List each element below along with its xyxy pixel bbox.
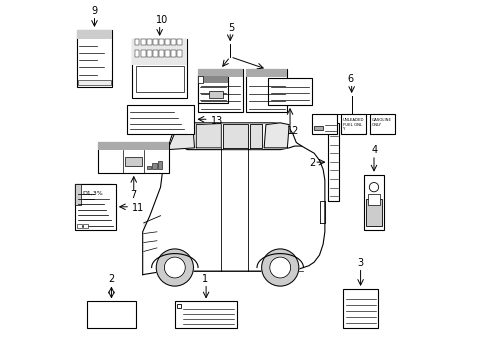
Bar — [367, 194, 380, 205]
Circle shape — [156, 249, 193, 286]
Bar — [132, 39, 187, 98]
Text: 3: 3 — [356, 258, 363, 268]
Bar — [153, 50, 157, 57]
Text: 5: 5 — [228, 23, 234, 33]
Text: 2: 2 — [308, 158, 314, 168]
Polygon shape — [223, 124, 247, 148]
Bar — [146, 166, 151, 168]
Bar — [171, 39, 176, 45]
Bar — [312, 114, 337, 134]
Bar — [340, 114, 365, 134]
Bar — [159, 39, 163, 45]
Polygon shape — [167, 123, 194, 150]
Bar — [177, 50, 182, 57]
Bar — [75, 184, 110, 205]
Text: D1,3%: D1,3% — [82, 191, 103, 196]
Bar — [135, 39, 139, 45]
Bar — [75, 184, 81, 205]
Bar — [246, 69, 287, 112]
Polygon shape — [196, 123, 221, 148]
Bar — [125, 157, 142, 166]
Bar — [152, 163, 156, 168]
Circle shape — [269, 257, 290, 278]
Text: 8: 8 — [89, 220, 95, 230]
Text: 10: 10 — [156, 15, 168, 25]
Bar — [77, 224, 82, 228]
Text: Y: Y — [342, 127, 345, 131]
Text: 4: 4 — [370, 145, 376, 155]
Bar — [246, 69, 287, 77]
Bar — [328, 123, 339, 202]
Polygon shape — [142, 146, 324, 275]
Text: 13: 13 — [210, 116, 223, 126]
Bar — [267, 78, 312, 105]
Bar — [198, 69, 242, 77]
Text: 9: 9 — [91, 6, 97, 16]
Text: UNLEADED: UNLEADED — [342, 118, 364, 122]
Polygon shape — [249, 124, 262, 148]
Bar — [98, 143, 169, 150]
Bar — [135, 50, 139, 57]
Text: 7: 7 — [130, 190, 136, 200]
Circle shape — [261, 249, 298, 286]
Text: ONLY: ONLY — [370, 123, 381, 127]
Polygon shape — [264, 123, 288, 148]
Bar — [176, 303, 181, 308]
Bar — [135, 66, 183, 93]
Bar — [198, 76, 203, 83]
Bar — [78, 80, 110, 85]
Bar — [198, 76, 228, 83]
Bar — [147, 50, 151, 57]
Bar — [208, 91, 223, 98]
Bar — [87, 301, 135, 328]
Bar — [147, 39, 151, 45]
Bar — [98, 143, 169, 173]
Text: 2: 2 — [108, 274, 114, 284]
Text: FUEL ONL: FUEL ONL — [342, 123, 361, 127]
Bar — [175, 301, 237, 328]
Bar — [198, 76, 228, 103]
Bar — [132, 39, 187, 66]
Bar — [165, 50, 169, 57]
Bar — [126, 105, 194, 134]
Bar — [75, 184, 116, 230]
Circle shape — [164, 257, 185, 278]
Bar — [342, 289, 378, 328]
Bar — [313, 126, 323, 130]
Bar — [369, 114, 394, 134]
Text: GASOLINE: GASOLINE — [370, 118, 390, 122]
Bar — [141, 50, 145, 57]
Bar — [165, 39, 169, 45]
Bar — [77, 30, 112, 87]
Bar — [153, 39, 157, 45]
Text: 1: 1 — [202, 274, 207, 284]
Bar — [171, 50, 176, 57]
Text: 11: 11 — [132, 203, 144, 213]
Bar — [364, 175, 383, 230]
Bar — [77, 30, 112, 39]
Bar — [159, 50, 163, 57]
Polygon shape — [319, 202, 324, 223]
Circle shape — [368, 183, 378, 192]
Text: 6: 6 — [346, 74, 352, 84]
Bar — [365, 199, 381, 226]
Bar — [177, 39, 182, 45]
Bar — [141, 39, 145, 45]
Bar — [82, 224, 88, 228]
Bar — [198, 69, 242, 112]
Bar — [158, 161, 162, 168]
Text: 12: 12 — [286, 126, 298, 136]
